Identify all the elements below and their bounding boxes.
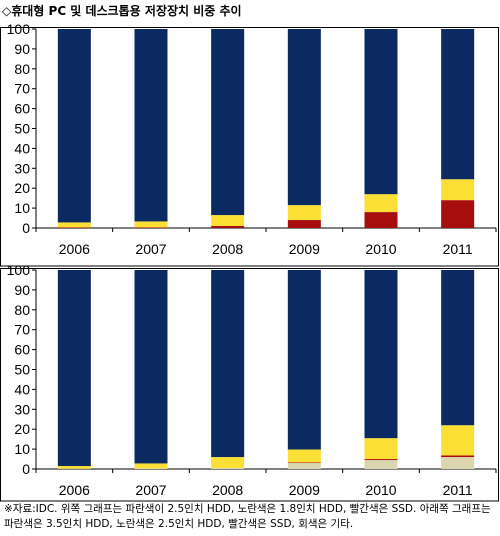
bar-segment [364, 212, 398, 228]
y-tick-label: 50 [14, 121, 30, 137]
y-tick-label: 0 [22, 220, 30, 236]
x-tick-label: 2006 [59, 482, 90, 498]
bar-segment [211, 29, 245, 216]
y-tick-label: 90 [14, 282, 30, 298]
x-tick-label: 2007 [135, 482, 166, 498]
bar-segment [441, 425, 475, 456]
y-tick-label: 100 [7, 21, 31, 37]
y-tick-label: 70 [14, 81, 30, 97]
bar-segment [57, 270, 91, 467]
bar-segment [364, 29, 398, 195]
bar-segment [441, 179, 475, 201]
bar-segment [364, 438, 398, 460]
bar-segment [211, 215, 245, 227]
bar-segment [287, 270, 321, 450]
y-tick-label: 0 [22, 461, 30, 477]
x-tick-label: 2010 [365, 241, 396, 257]
bar-segment [364, 270, 398, 439]
bar-segment [134, 468, 168, 469]
bar-segment [211, 270, 245, 458]
chart-bottom: 0 10 20 30 40 50 60 70 80 90 100 2006 2007 2008 2009 20… [0, 262, 499, 502]
bar-segment [57, 29, 91, 223]
bar-segment [287, 205, 321, 221]
x-tick-label: 2011 [443, 482, 473, 498]
y-tick-label: 20 [14, 180, 30, 196]
y-tick-label: 10 [14, 441, 30, 457]
bar-segment [441, 29, 475, 180]
x-tick-label: 2007 [135, 241, 166, 257]
bar-segment [441, 270, 475, 426]
y-tick-label: 100 [7, 262, 31, 278]
y-tick-label: 60 [14, 342, 30, 358]
x-tick-label: 2006 [59, 241, 90, 257]
x-tick-label: 2008 [212, 241, 243, 257]
bar-segment [211, 468, 245, 469]
bar-segment [441, 200, 475, 228]
y-tick-label: 20 [14, 421, 30, 437]
y-tick-label: 80 [14, 61, 30, 77]
bar-segment [364, 459, 398, 461]
bar-segment [134, 221, 168, 228]
bar-segment [441, 457, 475, 469]
y-tick-label: 30 [14, 160, 30, 176]
bar-segment [57, 222, 91, 228]
bar-segment [134, 270, 168, 464]
bar-segment [211, 457, 245, 469]
x-tick-label: 2011 [443, 241, 473, 257]
y-tick-label: 90 [14, 41, 30, 57]
y-tick-label: 50 [14, 362, 30, 378]
bar-segment [211, 226, 245, 228]
y-tick-label: 30 [14, 401, 30, 417]
chart-frame [0, 268, 499, 502]
bar-segment [287, 220, 321, 228]
bar-segment [287, 463, 321, 469]
chart-frame [0, 27, 499, 267]
source-note: ※자료:IDC. 위쪽 그래프는 파란색이 2.5인치 HDD, 노란색은 1.… [4, 503, 491, 530]
bar-segment [287, 29, 321, 206]
y-tick-label: 70 [14, 322, 30, 338]
bar-segment [134, 29, 168, 222]
chart-title: ◇휴대형 PC 및 데스크톱용 저장장치 비중 추이 [2, 4, 242, 18]
x-tick-label: 2009 [289, 241, 320, 257]
bar-segment [364, 460, 398, 469]
bar-segment [134, 463, 168, 469]
x-tick-label: 2009 [289, 482, 320, 498]
y-tick-label: 40 [14, 381, 30, 397]
bar-segment [441, 455, 475, 458]
bar-segment [287, 449, 321, 463]
y-tick-label: 80 [14, 302, 30, 318]
bar-segment [287, 462, 321, 464]
chart-top: 0 10 20 30 40 50 60 70 80 90 100 2006 2007 2008 2009 20… [0, 21, 499, 267]
y-tick-label: 40 [14, 140, 30, 156]
x-tick-label: 2010 [365, 482, 396, 498]
y-tick-label: 60 [14, 101, 30, 117]
bar-segment [57, 466, 91, 469]
x-tick-label: 2008 [212, 482, 243, 498]
bar-segment [364, 194, 398, 213]
bar-segment [134, 227, 168, 228]
bar-segment [57, 227, 91, 228]
y-tick-label: 10 [14, 200, 30, 216]
